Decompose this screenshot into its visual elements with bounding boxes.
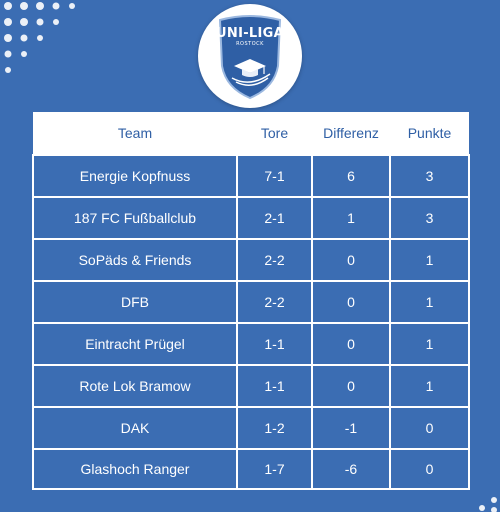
points: 0: [389, 406, 470, 450]
goals: 1-2: [236, 406, 313, 450]
points: 3: [389, 154, 470, 198]
table-row: DAK 1-2 -1 0: [32, 406, 470, 450]
team-name: SoPäds & Friends: [32, 238, 238, 282]
points: 0: [389, 448, 470, 490]
team-name: Energie Kopfnuss: [32, 154, 238, 198]
goals: 1-1: [236, 322, 313, 366]
team-name: DAK: [32, 406, 238, 450]
dot-pattern-decoration-bottom: [479, 497, 497, 512]
logo-title: UNI-LIGA: [216, 26, 284, 41]
standings-table: Team Tore Differenz Punkte Energie Kopfn…: [32, 112, 470, 490]
team-name: DFB: [32, 280, 238, 324]
column-header-tore: Tore: [237, 112, 312, 155]
team-name: Rote Lok Bramow: [32, 364, 238, 408]
points: 1: [389, 238, 470, 282]
points: 1: [389, 364, 470, 408]
column-header-team: Team: [33, 112, 237, 155]
table-row: 187 FC Fußballclub 2-1 1 3: [32, 196, 470, 240]
goal-difference: 0: [311, 364, 391, 408]
table-body: Energie Kopfnuss 7-1 6 3 187 FC Fußballc…: [32, 154, 470, 490]
column-header-punkte: Punkte: [390, 112, 469, 155]
goal-difference: 0: [311, 322, 391, 366]
team-name: Glashoch Ranger: [32, 448, 238, 490]
dot-pattern-decoration: [4, 2, 75, 73]
team-name: 187 FC Fußballclub: [32, 196, 238, 240]
goals: 1-7: [236, 448, 313, 490]
points: 1: [389, 322, 470, 366]
goal-difference: 1: [311, 196, 391, 240]
goals: 2-1: [236, 196, 313, 240]
table-row: Eintracht Prügel 1-1 0 1: [32, 322, 470, 366]
table-row: Rote Lok Bramow 1-1 0 1: [32, 364, 470, 408]
column-header-differenz: Differenz: [312, 112, 390, 155]
goals: 2-2: [236, 238, 313, 282]
ball-swoosh-icon: [231, 73, 271, 86]
goals: 7-1: [236, 154, 313, 198]
points: 1: [389, 280, 470, 324]
table-row: DFB 2-2 0 1: [32, 280, 470, 324]
league-logo: UNI-LIGA ROSTOCK: [198, 4, 302, 108]
goal-difference: 0: [311, 280, 391, 324]
table-row: Energie Kopfnuss 7-1 6 3: [32, 154, 470, 198]
goal-difference: -1: [311, 406, 391, 450]
goals: 1-1: [236, 364, 313, 408]
table-header: Team Tore Differenz Punkte: [33, 112, 469, 155]
graduation-cap-icon: [234, 59, 266, 77]
points: 3: [389, 196, 470, 240]
table-row: SoPäds & Friends 2-2 0 1: [32, 238, 470, 282]
team-name: Eintracht Prügel: [32, 322, 238, 366]
logo-subtitle: ROSTOCK: [236, 41, 264, 47]
goal-difference: 6: [311, 154, 391, 198]
goals: 2-2: [236, 280, 313, 324]
table-row: Glashoch Ranger 1-7 -6 0: [32, 448, 470, 490]
goal-difference: -6: [311, 448, 391, 490]
goal-difference: 0: [311, 238, 391, 282]
shield-icon: [218, 15, 282, 100]
